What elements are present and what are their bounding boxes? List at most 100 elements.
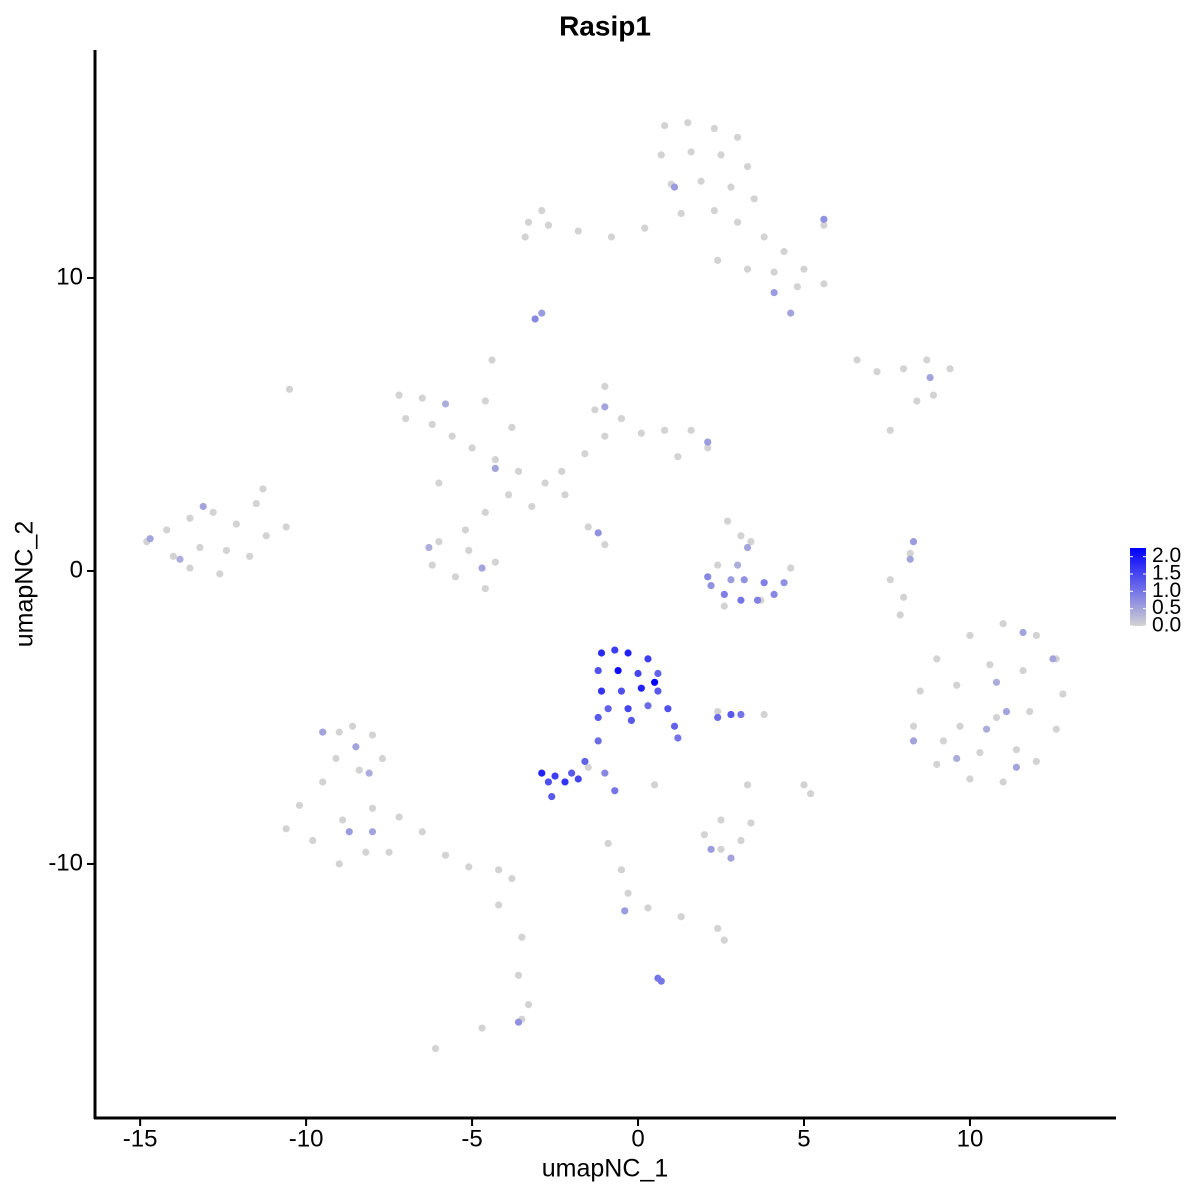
cell-point bbox=[378, 754, 387, 763]
cell-point bbox=[913, 397, 921, 405]
cell-point bbox=[853, 356, 861, 364]
cell-point bbox=[654, 669, 662, 678]
cell-point bbox=[617, 687, 626, 695]
cell-point bbox=[461, 526, 470, 534]
cell-point bbox=[624, 705, 632, 713]
x-tick-label: -10 bbox=[289, 1125, 324, 1152]
cell-point bbox=[933, 655, 941, 663]
cell-point bbox=[282, 825, 290, 833]
cell-point bbox=[478, 1024, 486, 1032]
cell-point bbox=[418, 394, 426, 402]
cell-point bbox=[544, 221, 553, 229]
cell-point bbox=[246, 552, 254, 560]
cell-point bbox=[644, 655, 652, 663]
cell-point bbox=[176, 555, 184, 563]
cell-point bbox=[651, 781, 659, 789]
cell-point bbox=[657, 977, 665, 985]
cell-point bbox=[1019, 628, 1027, 637]
cell-point bbox=[352, 743, 360, 751]
cell-point bbox=[734, 218, 742, 226]
cell-point bbox=[518, 933, 526, 941]
cell-point bbox=[664, 705, 672, 713]
cell-point bbox=[743, 265, 752, 273]
cell-point bbox=[714, 561, 722, 569]
cell-point bbox=[657, 151, 665, 159]
cell-point bbox=[491, 456, 499, 464]
cell-point bbox=[820, 280, 828, 288]
cell-point bbox=[169, 552, 177, 560]
cell-point bbox=[707, 582, 715, 590]
cell-point bbox=[704, 444, 712, 452]
cell-point bbox=[670, 722, 679, 730]
cell-point bbox=[531, 315, 539, 323]
cell-point bbox=[508, 875, 516, 883]
cell-point bbox=[581, 757, 589, 766]
cell-point bbox=[465, 546, 473, 555]
cell-point bbox=[528, 502, 536, 511]
colorbar-label: 0.0 bbox=[1152, 614, 1181, 637]
cell-point bbox=[601, 540, 609, 549]
y-axis-title: umapNC_2 bbox=[11, 521, 39, 647]
cell-point bbox=[654, 687, 662, 695]
cell-point bbox=[544, 778, 553, 786]
cell-point bbox=[906, 555, 914, 563]
y-tick-label: -10 bbox=[48, 849, 83, 876]
cell-point bbox=[504, 491, 513, 499]
cell-point bbox=[710, 206, 718, 215]
cell-point bbox=[624, 889, 632, 897]
cell-point bbox=[574, 227, 582, 235]
cell-point bbox=[252, 499, 260, 508]
colorbar-label: 1.5 bbox=[1152, 562, 1181, 585]
cell-point bbox=[339, 816, 347, 824]
cell-point bbox=[594, 529, 602, 537]
cell-point bbox=[999, 620, 1007, 628]
cell-point bbox=[740, 576, 748, 584]
cell-point bbox=[448, 432, 456, 440]
x-axis-title: umapNC_1 bbox=[542, 1155, 668, 1183]
cell-point bbox=[591, 406, 599, 414]
cell-point bbox=[737, 710, 745, 719]
cell-point bbox=[1002, 708, 1011, 716]
cell-point bbox=[727, 183, 735, 191]
cell-point bbox=[906, 549, 914, 557]
cell-point bbox=[909, 538, 918, 546]
cell-point bbox=[574, 775, 582, 783]
x-tick-label: 0 bbox=[631, 1125, 644, 1152]
cell-point bbox=[697, 177, 705, 185]
cell-point bbox=[435, 538, 443, 546]
cell-point bbox=[594, 713, 602, 722]
cell-point bbox=[561, 778, 569, 786]
cell-point bbox=[886, 576, 894, 584]
cell-point bbox=[800, 265, 808, 273]
cell-point bbox=[714, 713, 722, 722]
cell-point bbox=[793, 283, 801, 291]
cell-point bbox=[508, 423, 516, 431]
cell-point bbox=[1012, 763, 1021, 771]
cell-point bbox=[956, 722, 964, 730]
cell-point bbox=[780, 579, 788, 587]
cell-point bbox=[660, 121, 669, 130]
cell-point bbox=[641, 224, 649, 232]
cell-point bbox=[684, 119, 692, 127]
cell-point bbox=[933, 760, 941, 768]
cell-point bbox=[428, 561, 436, 569]
cell-point bbox=[1032, 757, 1040, 766]
cell-point bbox=[1019, 666, 1027, 675]
cell-point bbox=[624, 649, 632, 657]
cell-point bbox=[1026, 708, 1034, 716]
cell-point bbox=[514, 467, 523, 475]
cell-point bbox=[966, 775, 974, 783]
colorbar-label: 2.0 bbox=[1152, 544, 1181, 567]
cell-point bbox=[720, 602, 728, 610]
cell-point bbox=[601, 382, 609, 390]
cell-point bbox=[481, 508, 489, 516]
cell-point bbox=[747, 819, 755, 827]
cell-point bbox=[687, 426, 695, 434]
cell-point bbox=[196, 543, 204, 552]
cell-point bbox=[607, 233, 616, 241]
colorbar bbox=[1130, 548, 1146, 626]
cell-point bbox=[929, 391, 938, 399]
cell-point bbox=[720, 936, 728, 944]
cell-point bbox=[737, 532, 745, 540]
